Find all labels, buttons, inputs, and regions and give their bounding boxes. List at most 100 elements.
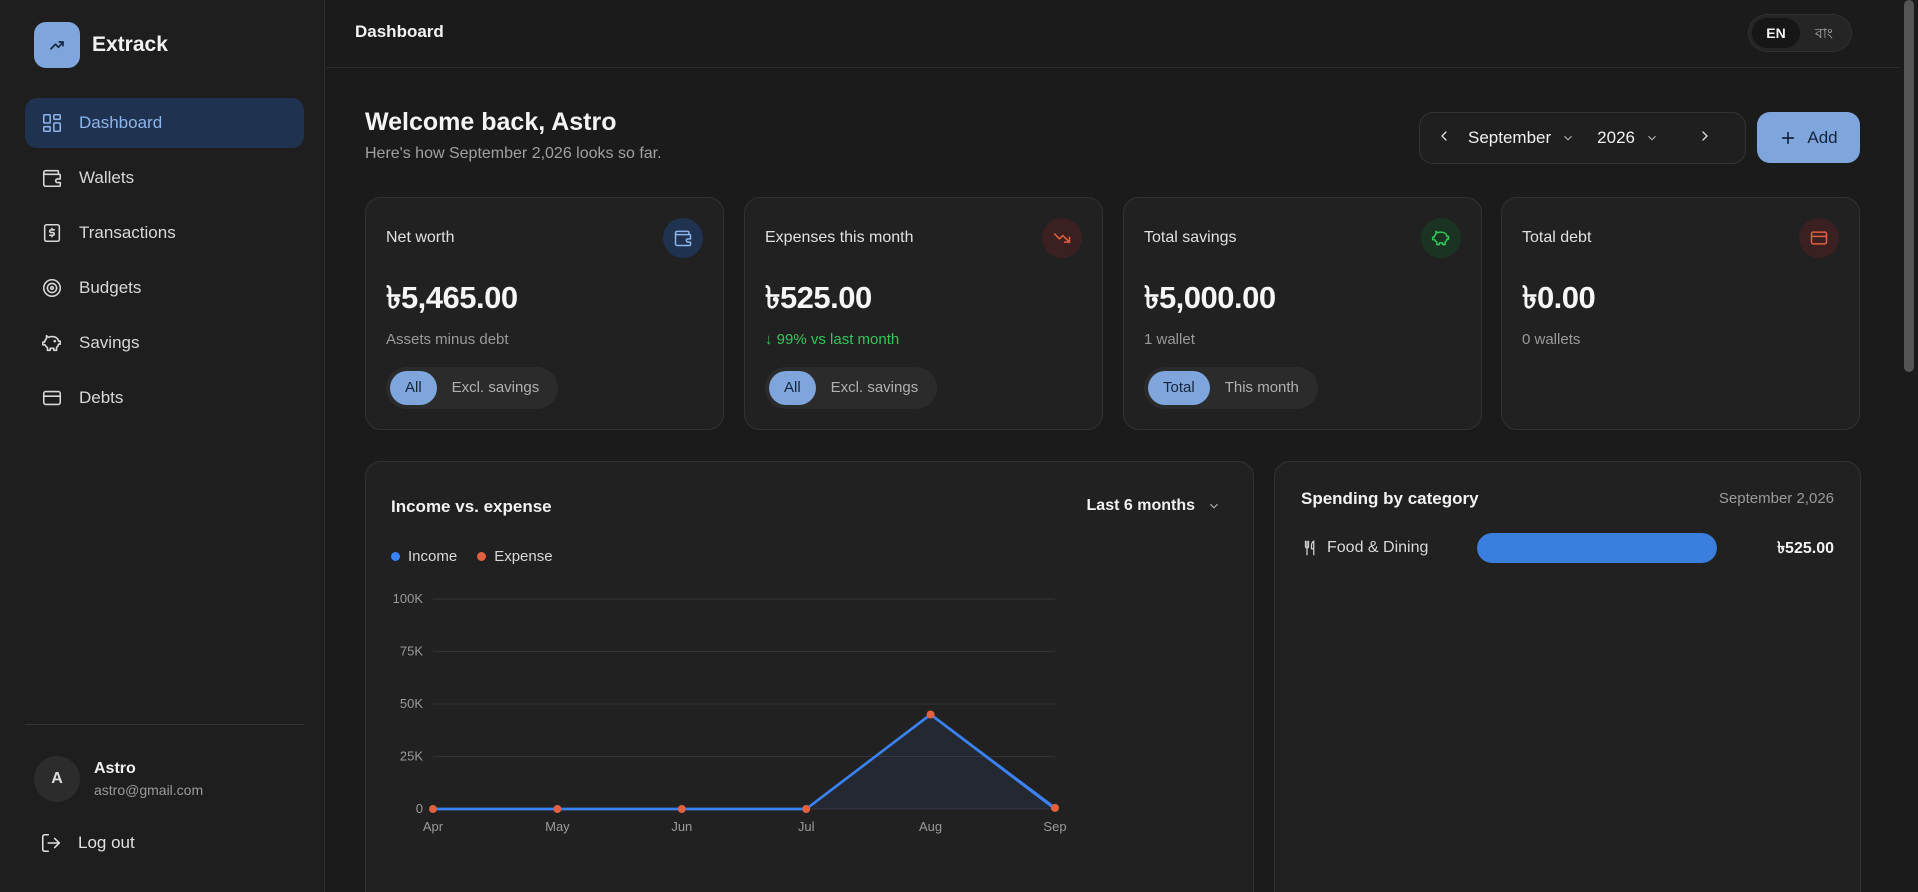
sidebar-item-wallets[interactable]: Wallets bbox=[25, 153, 304, 203]
chevron-down-icon bbox=[1564, 135, 1573, 141]
x-tick-label: Jun bbox=[671, 819, 692, 834]
month-select[interactable]: September bbox=[1468, 128, 1575, 148]
sidebar-item-label: Transactions bbox=[79, 223, 176, 242]
category-row[interactable]: Food & Dining ৳525.00 bbox=[1301, 532, 1834, 564]
brand[interactable]: Extrack bbox=[34, 22, 168, 68]
sidebar-item-label: Budgets bbox=[79, 278, 142, 297]
piggy-bank-icon bbox=[42, 334, 62, 352]
scrollbar[interactable] bbox=[1900, 0, 1918, 892]
panel-date: September 2,026 bbox=[1718, 490, 1834, 507]
card-label: Total savings bbox=[1144, 229, 1237, 246]
net-worth-card: Net worth ৳5,465.00 Assets minus debt Al… bbox=[365, 197, 724, 430]
sidebar-item-label: Savings bbox=[79, 333, 140, 352]
chart-legend: Income Expense bbox=[391, 548, 553, 565]
card-value: ৳5,000.00 bbox=[1144, 280, 1276, 315]
legend-label: Income bbox=[408, 548, 458, 565]
receipt-icon bbox=[43, 223, 61, 243]
sidebar-nav: Dashboard Wallets Transactions Budgets S… bbox=[25, 98, 304, 428]
card-subtext: 1 wallet bbox=[1144, 331, 1195, 348]
toggle-all[interactable]: All bbox=[769, 371, 816, 405]
expense-point bbox=[1051, 803, 1059, 812]
x-tick-label: Apr bbox=[423, 819, 444, 834]
card-label: Total debt bbox=[1522, 229, 1592, 246]
chevron-right-icon bbox=[1702, 130, 1708, 141]
divider bbox=[25, 724, 304, 725]
dashboard-icon bbox=[42, 113, 62, 133]
toggle-excl-savings[interactable]: Excl. savings bbox=[451, 379, 540, 396]
next-month-button[interactable] bbox=[1681, 128, 1729, 149]
y-tick-label: 100K bbox=[393, 591, 424, 606]
card-label: Net worth bbox=[386, 229, 455, 246]
avatar: A bbox=[34, 756, 80, 802]
sidebar-item-label: Debts bbox=[79, 388, 124, 407]
x-tick-label: Sep bbox=[1043, 819, 1066, 834]
wallet-icon bbox=[42, 169, 62, 188]
x-tick-label: Aug bbox=[919, 819, 942, 834]
toggle-total[interactable]: Total bbox=[1148, 371, 1210, 405]
sidebar-item-debts[interactable]: Debts bbox=[25, 373, 304, 423]
card-value: ৳525.00 bbox=[765, 280, 872, 315]
logout-button[interactable]: Log out bbox=[40, 832, 135, 854]
add-label: Add bbox=[1807, 127, 1838, 147]
card-value: ৳0.00 bbox=[1522, 280, 1596, 315]
debt-card: Total debt ৳0.00 0 wallets bbox=[1501, 197, 1860, 430]
income-expense-chart: 0 25K 50K 75K 100K Apr May Jun Jul Aug Sep bbox=[393, 591, 1067, 834]
language-bn[interactable]: বাং bbox=[1815, 25, 1833, 41]
month-value: September bbox=[1468, 128, 1552, 147]
toggle-all[interactable]: All bbox=[390, 371, 437, 405]
y-tick-label: 0 bbox=[416, 801, 423, 816]
language-toggle: EN বাং bbox=[1748, 14, 1852, 52]
user-name: Astro bbox=[94, 760, 136, 777]
year-select[interactable]: 2026 bbox=[1597, 128, 1659, 148]
expenses-card: Expenses this month ৳525.00 ↓ 99% vs las… bbox=[744, 197, 1103, 430]
toggle-this-month[interactable]: This month bbox=[1224, 379, 1299, 396]
sidebar-item-label: Wallets bbox=[79, 168, 135, 187]
expense-point bbox=[429, 805, 437, 813]
card-value: ৳5,465.00 bbox=[386, 280, 518, 315]
page-title: Dashboard bbox=[355, 22, 444, 41]
user-profile[interactable]: A Astro astro@gmail.com bbox=[34, 756, 203, 802]
language-en[interactable]: EN bbox=[1752, 18, 1800, 48]
welcome-subtitle: Here's how September 2,026 looks so far. bbox=[365, 145, 662, 162]
net-worth-toggle: All Excl. savings bbox=[386, 367, 559, 409]
scrollbar-thumb[interactable] bbox=[1904, 0, 1914, 372]
previous-month-button[interactable] bbox=[1420, 128, 1468, 149]
topbar: Dashboard EN বাং bbox=[326, 0, 1900, 68]
legend-income[interactable]: Income bbox=[391, 548, 457, 565]
range-value: Last 6 months bbox=[1086, 497, 1195, 514]
expenses-toggle: All Excl. savings bbox=[765, 367, 938, 409]
category-bar-fill bbox=[1477, 533, 1717, 563]
toggle-excl-savings[interactable]: Excl. savings bbox=[830, 379, 919, 396]
log-out-icon bbox=[41, 833, 61, 853]
welcome-heading: Welcome back, Astro bbox=[365, 108, 617, 136]
category-bar bbox=[1477, 533, 1717, 563]
sidebar-item-transactions[interactable]: Transactions bbox=[25, 208, 304, 258]
income-expense-panel: Income vs. expense Last 6 months Income … bbox=[365, 461, 1254, 892]
user-email: astro@gmail.com bbox=[94, 782, 204, 798]
trending-down-icon bbox=[1042, 218, 1082, 258]
sidebar-item-budgets[interactable]: Budgets bbox=[25, 263, 304, 313]
savings-toggle: Total This month bbox=[1144, 367, 1318, 409]
range-select[interactable]: Last 6 months bbox=[1087, 497, 1221, 515]
utensils-icon bbox=[1304, 540, 1315, 556]
y-tick-label: 75K bbox=[400, 644, 423, 659]
legend-expense[interactable]: Expense bbox=[477, 548, 553, 565]
chevron-left-icon bbox=[1441, 130, 1447, 141]
expense-point bbox=[553, 805, 562, 813]
wallet-icon bbox=[663, 218, 703, 258]
expense-area bbox=[433, 714, 1055, 809]
add-button[interactable]: Add bbox=[1757, 112, 1860, 163]
card-label: Expenses this month bbox=[765, 229, 914, 246]
credit-card-icon bbox=[42, 390, 62, 406]
sidebar: Extrack Dashboard Wallets Transactions B… bbox=[0, 0, 325, 892]
brand-name: Extrack bbox=[92, 33, 168, 56]
savings-card: Total savings ৳5,000.00 1 wallet Total T… bbox=[1123, 197, 1482, 430]
sidebar-item-label: Dashboard bbox=[79, 113, 163, 132]
year-value: 2026 bbox=[1597, 128, 1635, 147]
chevron-down-icon bbox=[1210, 503, 1218, 509]
chevron-down-icon bbox=[1648, 135, 1656, 141]
spending-panel: Spending by category September 2,026 Foo… bbox=[1274, 461, 1861, 892]
sidebar-item-dashboard[interactable]: Dashboard bbox=[25, 98, 304, 148]
expense-point bbox=[802, 805, 811, 813]
sidebar-item-savings[interactable]: Savings bbox=[25, 318, 304, 368]
